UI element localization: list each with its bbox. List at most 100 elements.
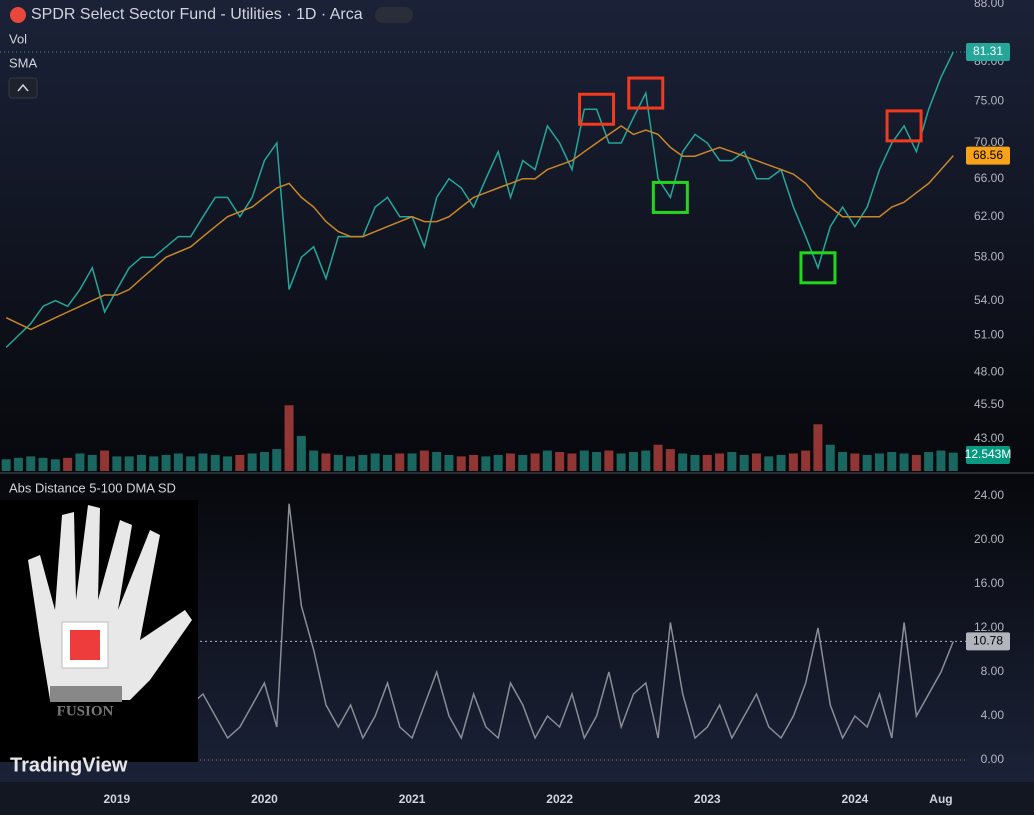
x-tick-label: 2019 — [103, 792, 130, 806]
volume-bar — [186, 456, 196, 471]
volume-last-label-bg — [966, 446, 1010, 464]
volume-bar — [321, 453, 331, 471]
highlight-box — [799, 251, 837, 285]
volume-bar — [604, 450, 614, 471]
highlight-box — [651, 180, 689, 214]
volume-bar — [911, 454, 921, 471]
volume-bar — [395, 453, 405, 471]
volume-bar — [284, 405, 294, 471]
volume-bar — [751, 453, 761, 471]
volume-bar — [444, 454, 454, 471]
volume-bar — [653, 444, 663, 471]
volume-bar — [788, 453, 798, 471]
volume-bar — [542, 450, 552, 471]
volume-bar — [690, 454, 700, 471]
volume-bar — [112, 456, 122, 471]
volume-bar — [432, 452, 442, 471]
volume-bar — [850, 453, 860, 471]
volume-bar — [727, 452, 737, 471]
volume-bar — [715, 453, 725, 471]
y-tick-label: 88.00 — [974, 0, 1004, 10]
collapse-icon — [17, 83, 29, 92]
y-tick-label: 20.00 — [974, 532, 1004, 546]
volume-bar — [136, 454, 146, 471]
volume-bar — [764, 456, 774, 471]
y-tick-label: 54.00 — [974, 293, 1004, 307]
price-pane — [0, 0, 1034, 472]
volume-bar — [862, 454, 872, 471]
logo-chip-core — [70, 630, 100, 660]
volume-bar — [579, 450, 589, 471]
highlight-box — [578, 92, 616, 126]
y-tick-label: 58.00 — [974, 249, 1004, 263]
volume-bar — [924, 452, 934, 471]
time-axis — [0, 782, 1034, 815]
highlight-box — [627, 76, 665, 110]
logo-text: FUSION — [57, 703, 114, 719]
y-tick-label: 24.00 — [974, 488, 1004, 502]
legend-vol: Vol — [9, 31, 27, 46]
logo-base — [50, 686, 122, 702]
volume-bar — [247, 453, 257, 471]
volume-bar — [63, 457, 73, 471]
volume-bar — [346, 456, 356, 471]
y-tick-label: 43.00 — [974, 431, 1004, 445]
volume-bar — [518, 454, 528, 471]
volume-bar — [124, 456, 134, 471]
volume-bar — [641, 450, 651, 471]
volume-last-label: 12.543M — [965, 447, 1012, 461]
x-tick-label: Aug — [929, 792, 952, 806]
volume-bar — [936, 450, 946, 471]
x-tick-label: 2021 — [399, 792, 426, 806]
volume-bar — [530, 453, 540, 471]
volume-bar — [825, 444, 835, 471]
volume-bar — [493, 454, 503, 471]
volume-bar — [272, 449, 282, 471]
indicator-title: Abs Distance 5-100 DMA SD — [9, 480, 176, 495]
volume-bar — [13, 457, 23, 471]
volume-bar — [665, 449, 675, 471]
volume-bar — [382, 454, 392, 471]
chart-title: SPDR Select Sector Fund - Utilities · 1D… — [31, 6, 363, 23]
volume-bar — [26, 456, 36, 471]
volume-bar — [223, 456, 233, 471]
volume-bar — [776, 454, 786, 471]
volume-bar — [87, 454, 97, 471]
volume-bar — [948, 452, 958, 471]
volume-bar — [678, 453, 688, 471]
last-value-label-bg — [966, 43, 1010, 62]
y-tick-label: 48.00 — [974, 364, 1004, 378]
volume-bar — [505, 453, 515, 471]
legend-sma: SMA — [9, 55, 38, 70]
volume-bar — [616, 453, 626, 471]
volume-bar — [419, 450, 429, 471]
volume-bar — [198, 453, 208, 471]
last-value-label: 68.56 — [973, 148, 1003, 162]
y-tick-label: 66.00 — [974, 171, 1004, 185]
volume-bar — [555, 452, 565, 471]
volume-bar — [838, 452, 848, 471]
volume-bar — [100, 450, 110, 471]
watermark: TradingView — [10, 754, 128, 776]
volume-bar — [739, 454, 749, 471]
x-tick-label: 2020 — [251, 792, 278, 806]
volume-bar — [801, 450, 811, 471]
last-value-label-bg — [966, 632, 1010, 651]
volume-bar — [592, 452, 602, 471]
last-value-label: 10.78 — [973, 634, 1003, 648]
y-tick-label: 16.00 — [974, 576, 1004, 590]
volume-bar — [899, 453, 909, 471]
y-tick-label: 45.50 — [974, 397, 1004, 411]
collapse-button[interactable] — [8, 77, 38, 99]
status-pill — [375, 7, 413, 23]
volume-bar — [874, 453, 884, 471]
y-tick-label: 51.00 — [974, 328, 1004, 342]
volume-bar — [456, 456, 466, 471]
volume-bar — [173, 453, 183, 471]
data-line — [5, 124, 954, 331]
volume-bar — [149, 456, 159, 471]
volume-bar — [38, 457, 48, 471]
volume-bar — [358, 454, 368, 471]
